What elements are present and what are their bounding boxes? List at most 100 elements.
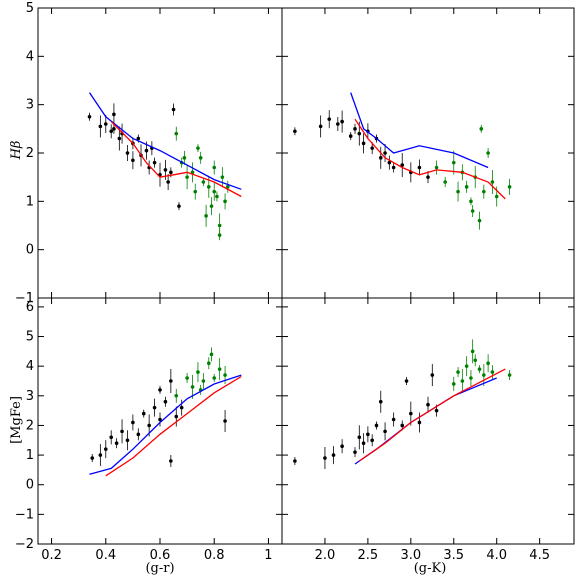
data-point	[174, 131, 179, 136]
ytick-label: 4	[26, 359, 34, 374]
data-point	[348, 134, 353, 138]
data-point	[158, 417, 162, 422]
data-point	[163, 399, 168, 404]
data-point	[293, 129, 297, 134]
ytick-label: 1	[26, 194, 34, 209]
data-point	[147, 423, 151, 428]
ytick-label: 3	[26, 389, 34, 404]
xtick-label: 3.5	[443, 548, 464, 563]
data-point	[131, 158, 135, 163]
data-point	[223, 199, 227, 204]
ytick-label: 2	[26, 418, 34, 433]
data-point	[426, 402, 430, 407]
data-point	[158, 388, 162, 392]
data-point	[152, 405, 157, 410]
data-point	[223, 373, 227, 377]
data-point	[507, 185, 512, 189]
data-point	[404, 379, 409, 383]
data-point	[204, 214, 208, 218]
data-point	[409, 411, 413, 416]
data-point	[87, 114, 92, 119]
data-point	[443, 180, 447, 184]
plot-area	[293, 339, 512, 470]
data-point	[196, 370, 200, 374]
data-point	[103, 122, 108, 126]
data-point	[370, 438, 374, 443]
data-point	[469, 376, 473, 380]
data-point	[182, 156, 187, 160]
data-point	[327, 117, 332, 121]
ytick-label: 2	[26, 146, 34, 161]
data-point	[378, 156, 383, 160]
data-point	[220, 175, 225, 179]
data-point	[152, 160, 157, 165]
data-point	[215, 194, 219, 199]
data-point	[486, 151, 490, 155]
data-point	[169, 170, 173, 175]
panel-top-left: −1 0 1 2 3 4 5	[15, 1, 283, 306]
ytick-label: −2	[15, 537, 34, 552]
model-line	[89, 374, 242, 475]
xlabel-g-r: (g-r)	[145, 561, 174, 576]
data-point	[217, 223, 222, 228]
data-point	[456, 370, 460, 374]
xtick-label: 4.5	[529, 548, 550, 563]
ytick-label: −1	[15, 291, 34, 306]
data-point	[353, 450, 357, 454]
plot-area	[293, 92, 512, 230]
data-point	[293, 459, 297, 463]
data-point	[434, 408, 439, 413]
data-point	[451, 160, 456, 165]
data-point	[477, 367, 482, 371]
model-line	[105, 375, 242, 477]
data-point	[112, 127, 116, 131]
data-point	[185, 175, 189, 179]
data-point	[196, 146, 200, 150]
data-point	[169, 459, 173, 463]
data-point	[383, 151, 387, 155]
data-point	[103, 447, 108, 451]
data-point	[336, 122, 340, 126]
data-point	[400, 163, 405, 167]
ytick-label: −1	[15, 507, 34, 522]
model-line	[358, 368, 506, 462]
data-point	[98, 124, 103, 129]
data-point	[212, 165, 217, 170]
data-point	[212, 376, 217, 380]
data-point	[383, 429, 387, 434]
xlabel-g-k: (g-K)	[414, 561, 447, 576]
data-point	[374, 423, 379, 428]
data-point	[190, 385, 195, 389]
data-point	[473, 358, 478, 363]
data-point	[131, 420, 135, 425]
data-point	[387, 160, 392, 165]
data-point	[174, 394, 179, 398]
ytick-label: 6	[26, 300, 34, 315]
data-point	[163, 168, 168, 172]
data-point	[223, 419, 227, 423]
data-point	[482, 373, 486, 377]
panel-bottom-left: −2 −1 0 1 2 3 4 5 6 0.2 0.4 0.6 0.8 1	[15, 297, 283, 563]
data-point	[340, 444, 344, 448]
data-point	[193, 189, 198, 194]
data-point	[353, 127, 357, 131]
ytick-label: 1	[26, 448, 34, 463]
data-point	[470, 209, 475, 213]
panel-bottom-right: 2.0 2.5 3.0 3.5 4.0 4.5	[281, 297, 575, 563]
ytick-label: 5	[26, 330, 34, 345]
data-point	[417, 420, 422, 425]
data-point	[490, 370, 495, 374]
ytick-label: 0	[26, 243, 34, 258]
data-point	[479, 127, 484, 131]
data-point	[361, 141, 366, 146]
data-point	[98, 453, 103, 457]
data-point	[391, 165, 396, 170]
data-point	[217, 367, 222, 371]
data-point	[357, 435, 362, 440]
model-line	[354, 377, 497, 465]
data-point	[486, 361, 490, 366]
data-point	[209, 204, 214, 208]
data-point	[482, 189, 486, 194]
model-line	[350, 92, 489, 169]
